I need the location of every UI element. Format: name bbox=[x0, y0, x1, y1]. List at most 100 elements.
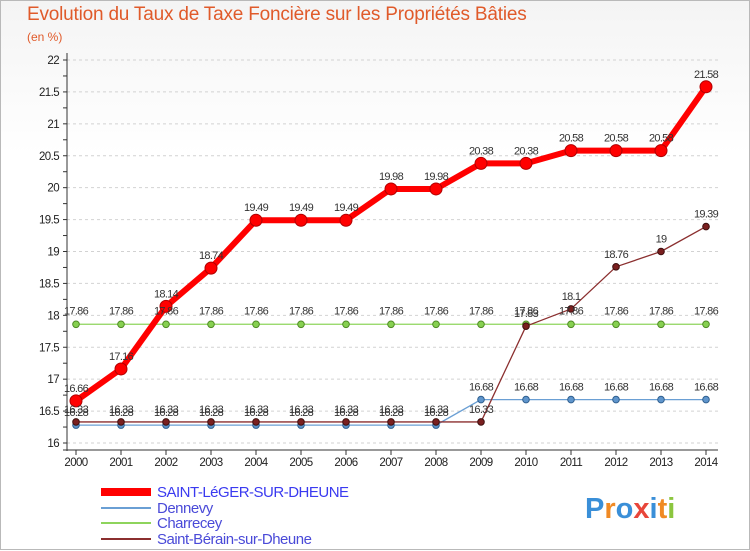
logo-letter: r bbox=[604, 493, 615, 525]
x-tick-label: 2010 bbox=[514, 457, 537, 469]
data-label: 16.33 bbox=[64, 404, 89, 416]
data-label: 18.14 bbox=[154, 288, 179, 300]
x-tick-label: 2002 bbox=[154, 457, 177, 469]
data-point bbox=[114, 362, 128, 376]
data-point bbox=[702, 395, 710, 404]
data-label: 16.28 bbox=[154, 407, 179, 419]
y-tick-label: 19.5 bbox=[39, 215, 59, 227]
data-point bbox=[387, 320, 395, 329]
data-label: 16.66 bbox=[64, 383, 89, 395]
data-point bbox=[702, 320, 710, 329]
data-label: 19 bbox=[656, 234, 667, 246]
data-label: 17.86 bbox=[379, 305, 404, 317]
logo-letter: i bbox=[667, 493, 675, 525]
data-label: 17.86 bbox=[244, 305, 269, 317]
y-tick-label: 20.5 bbox=[39, 151, 59, 163]
chart-subtitle: (en %) bbox=[27, 30, 63, 44]
data-label: 16.28 bbox=[424, 407, 449, 419]
data-point bbox=[564, 144, 578, 158]
logo-text: Proxiti bbox=[585, 493, 675, 525]
data-label: 17.86 bbox=[604, 305, 629, 317]
data-label: 18.74 bbox=[199, 250, 224, 262]
x-tick-label: 2003 bbox=[199, 457, 222, 469]
data-label: 17.86 bbox=[199, 305, 224, 317]
data-point bbox=[252, 320, 260, 329]
data-label: 16.33 bbox=[199, 404, 224, 416]
logo-letter: t bbox=[658, 493, 668, 525]
data-point bbox=[342, 418, 350, 426]
data-point bbox=[657, 320, 665, 329]
y-tick-label: 20 bbox=[47, 183, 59, 195]
x-tick-label: 2013 bbox=[649, 457, 672, 469]
gridlines: 16 16.5 17 17.5 18 18.5 19 19.5 20 20.5 21 21.5 22 bbox=[39, 55, 718, 450]
data-label: 19.49 bbox=[244, 202, 269, 214]
data-point bbox=[429, 182, 443, 196]
x-tick-label: 2008 bbox=[424, 457, 447, 469]
data-label: 16.33 bbox=[109, 404, 134, 416]
data-point bbox=[657, 395, 665, 404]
data-label: 16.68 bbox=[604, 382, 629, 394]
data-point bbox=[162, 418, 170, 426]
data-point bbox=[432, 418, 440, 426]
data-label: 19.98 bbox=[379, 171, 404, 183]
data-point bbox=[612, 263, 620, 271]
data-label: 16.28 bbox=[379, 407, 404, 419]
x-tick-label: 2001 bbox=[109, 457, 132, 469]
data-label: 17.86 bbox=[334, 305, 359, 317]
labels-saint-leger: 16.66 17.16 18.14 18.74 19.49 19.49 19.49 19.98… bbox=[64, 69, 719, 395]
data-label: 16.28 bbox=[334, 407, 359, 419]
data-point bbox=[567, 395, 575, 404]
data-point bbox=[522, 395, 530, 404]
data-point bbox=[204, 261, 218, 275]
data-point bbox=[72, 418, 80, 426]
data-point bbox=[249, 213, 263, 227]
data-label: 16.33 bbox=[334, 404, 359, 416]
data-point bbox=[297, 320, 305, 329]
data-point bbox=[477, 320, 485, 329]
x-tick-label: 2007 bbox=[379, 457, 402, 469]
data-point bbox=[207, 418, 215, 426]
data-label: 17.86 bbox=[559, 305, 584, 317]
y-tick-label: 22 bbox=[47, 55, 59, 67]
y-tick-label: 16.5 bbox=[39, 406, 59, 418]
data-point bbox=[162, 320, 170, 329]
data-point bbox=[294, 213, 308, 227]
data-point bbox=[342, 320, 350, 329]
x-tick-label: 2009 bbox=[469, 457, 492, 469]
data-label: 18.1 bbox=[562, 291, 581, 303]
data-label: 20.38 bbox=[514, 145, 539, 157]
data-label: 19.49 bbox=[334, 202, 359, 214]
data-point bbox=[654, 144, 668, 158]
y-tick-label: 19 bbox=[47, 247, 59, 259]
data-label: 17.86 bbox=[469, 305, 494, 317]
data-point bbox=[339, 213, 353, 227]
data-label: 16.28 bbox=[109, 407, 134, 419]
data-label: 16.68 bbox=[469, 382, 494, 394]
data-label: 17.83 bbox=[514, 308, 539, 320]
data-label: 20.58 bbox=[649, 133, 674, 145]
data-point bbox=[117, 320, 125, 329]
data-point bbox=[699, 80, 713, 94]
logo-letter: P bbox=[585, 493, 604, 525]
series-saint-berain bbox=[72, 222, 710, 426]
y-tick-label: 18.5 bbox=[39, 278, 59, 290]
y-tick-label: 17.5 bbox=[39, 342, 59, 354]
labels-saint-berain: 16.33 16.33 16.33 16.33 16.33 16.33 16.33 16.33… bbox=[64, 209, 719, 416]
data-label: 16.28 bbox=[199, 407, 224, 419]
y-tick-label: 21 bbox=[47, 119, 59, 131]
data-point bbox=[384, 182, 398, 196]
data-label: 16.28 bbox=[244, 407, 269, 419]
labels-dennevy: 16.28 16.28 16.28 16.28 16.28 16.28 16.28 16.28… bbox=[64, 382, 719, 420]
data-label: 21.58 bbox=[694, 69, 719, 81]
logo-letter: x bbox=[633, 493, 649, 525]
data-label: 19.98 bbox=[424, 171, 449, 183]
x-tick-label: 2012 bbox=[604, 457, 627, 469]
y-tick-label: 16 bbox=[47, 438, 59, 450]
data-label: 17.86 bbox=[109, 305, 134, 317]
data-point bbox=[612, 320, 620, 329]
data-point bbox=[387, 418, 395, 426]
logo-letter: i bbox=[650, 493, 658, 525]
legend-label: Dennevy bbox=[157, 500, 214, 517]
data-label: 16.28 bbox=[64, 407, 89, 419]
